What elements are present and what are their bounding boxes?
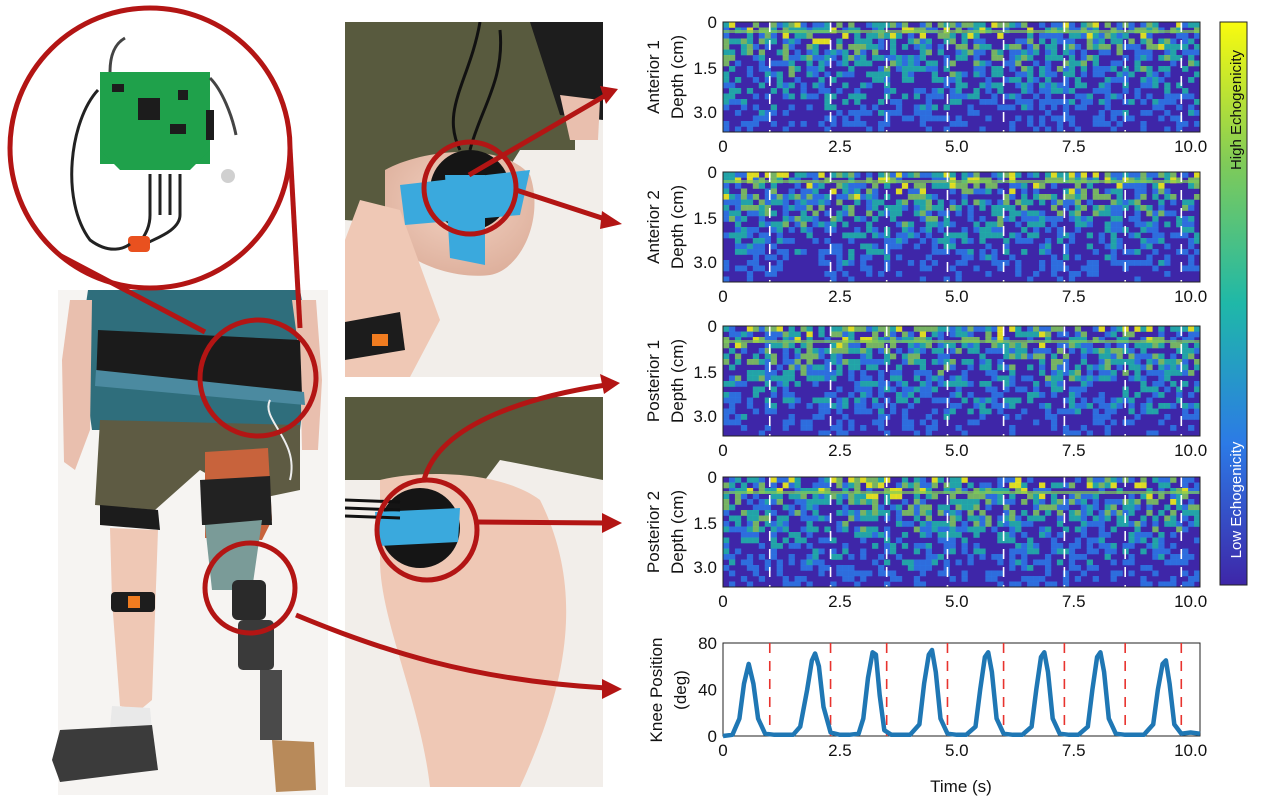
knee-ylabel-line1: Knee Position [647,638,666,743]
time-tick-label: 5.0 [945,287,969,306]
time-tick-label: 7.5 [1062,592,1086,611]
time-tick-label: 2.5 [828,137,852,156]
time-tick-label: 2.5 [828,592,852,611]
time-tick-label: 10.0 [1174,592,1207,611]
echo-panel-title: Anterior 2 [644,190,663,264]
depth-tick-label: 1.5 [693,514,717,533]
time-tick-label: 2.5 [828,287,852,306]
arrow-to-anterior2 [515,187,609,223]
echo-panel-title: Posterior 1 [644,340,663,422]
hip-marker-circle [197,317,319,439]
knee-ytick-label: 80 [698,634,717,653]
depth-tick-label: 0 [708,317,717,336]
time-tick-label: 0 [718,592,727,611]
time-tick-label: 5.0 [945,592,969,611]
knee-ytick-label: 40 [698,681,717,700]
knee-ytick-label: 0 [708,727,717,746]
knee-marker-circle [202,540,298,636]
echo-panel: Anterior 1 Depth (cm)01.53.00 2.5 5.0 7.5 10.… [644,13,1207,156]
knee-xtick-label: 5.0 [945,741,969,760]
zoom-connector-line [287,147,303,329]
knee-angle-series-line [722,647,1201,739]
knee-chart-axes [722,642,1201,737]
knee-xlabel: Time (s) [930,777,992,796]
time-tick-label: 7.5 [1062,137,1086,156]
posterior-marker-circle [374,477,480,583]
depth-tick-label: 1.5 [693,59,717,78]
anterior-closeup-photo [345,22,622,377]
arrow-to-anterior1 [467,91,610,178]
knee-xtick-label: 2.5 [828,741,852,760]
time-tick-label: 0 [718,287,727,306]
echo-panel: Posterior 1 Depth (cm)01.53.00 2.5 5.0 7.5 10… [644,317,1207,460]
colorbar-low-label: Low Echogenicity [1228,441,1245,558]
time-tick-label: 5.0 [945,137,969,156]
pcb-board-icon [70,36,238,252]
echo-panel: Anterior 2 Depth (cm)01.53.00 2.5 5.0 7.5 10.… [644,163,1207,306]
time-tick-label: 2.5 [828,441,852,460]
arrow-to-knee-plot [295,612,607,691]
time-tick-label: 0 [718,137,727,156]
colorbar: High Echogenicity Low Echogenicity [1219,21,1248,586]
knee-position-chart: 0 40 80 0 2.5 5.0 7.5 10.0 Knee Position (deg)… [647,634,1207,796]
echo-panel-title: Posterior 2 [644,491,663,573]
echo-panel-frame [722,21,1201,133]
knee-xtick-label: 10.0 [1174,741,1207,760]
time-tick-label: 5.0 [945,441,969,460]
depth-tick-label: 1.5 [693,209,717,228]
knee-ylabel-line2: (deg) [671,670,690,710]
zoom-connector-line [59,253,207,335]
echo-panel-depth-label: Depth (cm) [668,339,687,423]
time-tick-label: 10.0 [1174,287,1207,306]
time-tick-label: 7.5 [1062,287,1086,306]
arrow-to-posterior2 [476,519,607,526]
time-tick-label: 7.5 [1062,441,1086,460]
colorbar-high-label: High Echogenicity [1228,49,1245,170]
posterior-closeup-photo [345,374,622,787]
depth-tick-label: 0 [708,468,717,487]
depth-tick-label: 1.5 [693,363,717,382]
knee-xtick-label: 7.5 [1062,741,1086,760]
colorbar-gradient [1219,21,1248,586]
echo-panel-depth-label: Depth (cm) [668,490,687,574]
echo-panel-frame [722,476,1201,588]
arrow-to-posterior1 [421,382,607,481]
echo-panel-title: Anterior 1 [644,40,663,114]
echo-panel-depth-label: Depth (cm) [668,35,687,119]
depth-tick-label: 0 [708,163,717,182]
echo-panel: Posterior 2 Depth (cm)01.53.00 2.5 5.0 7.5 10… [644,468,1207,611]
depth-tick-label: 3.0 [693,103,717,122]
depth-tick-label: 3.0 [693,407,717,426]
depth-tick-label: 3.0 [693,558,717,577]
person-photo [52,290,328,795]
knee-xtick-label: 0 [718,741,727,760]
echo-panel-depth-label: Depth (cm) [668,185,687,269]
time-tick-label: 0 [718,441,727,460]
time-tick-label: 10.0 [1174,137,1207,156]
echogenicity-panels: Anterior 1 Depth (cm)01.53.00 2.5 5.0 7.5 10.… [644,13,1207,611]
depth-tick-label: 0 [708,13,717,32]
echo-panel-frame [722,171,1201,283]
depth-tick-label: 3.0 [693,253,717,272]
pcb-zoom-circle [7,5,319,636]
echo-panel-frame [722,325,1201,437]
anterior-marker-circle [421,139,519,237]
time-tick-label: 10.0 [1174,441,1207,460]
